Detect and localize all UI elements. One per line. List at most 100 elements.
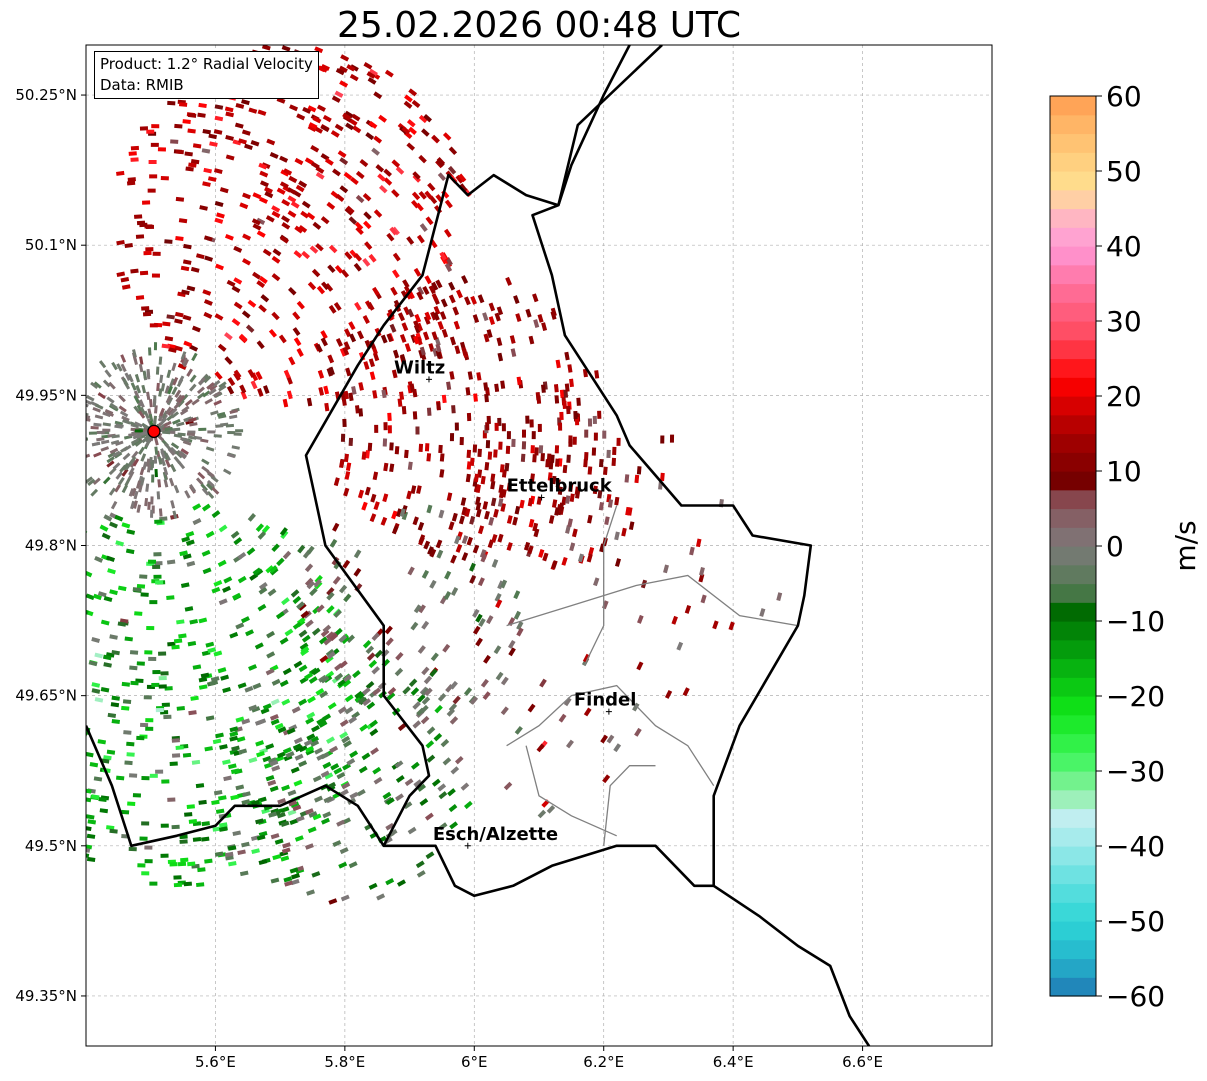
clutter-gate bbox=[164, 406, 173, 415]
radar-gate bbox=[367, 301, 375, 311]
radar-gate bbox=[147, 559, 157, 564]
radar-gate bbox=[421, 687, 430, 696]
radar-gate bbox=[503, 781, 513, 791]
radar-gate bbox=[215, 808, 225, 814]
radar-gate bbox=[346, 634, 355, 643]
radar-gate bbox=[371, 632, 380, 641]
radar-gate bbox=[477, 577, 485, 587]
radar-gate bbox=[115, 540, 125, 547]
radar-gate bbox=[149, 600, 158, 605]
colorbar-segment bbox=[1050, 808, 1096, 828]
clutter-gate bbox=[177, 432, 186, 437]
radar-gate bbox=[270, 718, 280, 726]
radar-gate bbox=[566, 405, 571, 415]
radar-gate bbox=[402, 686, 411, 695]
radar-gate bbox=[660, 472, 665, 482]
clutter-gate bbox=[153, 342, 158, 351]
radar-gate bbox=[322, 761, 332, 769]
radar-gate bbox=[306, 733, 316, 741]
radar-gate bbox=[155, 580, 164, 585]
radar-gate bbox=[621, 527, 627, 537]
radar-gate bbox=[151, 124, 160, 129]
radar-gate bbox=[86, 847, 91, 853]
radar-gate bbox=[395, 166, 405, 175]
clutter-gate bbox=[159, 374, 164, 384]
radar-gate bbox=[306, 711, 316, 720]
radar-gate bbox=[554, 458, 560, 467]
radar-gate bbox=[417, 521, 425, 531]
radar-gate bbox=[290, 878, 300, 886]
radar-gate bbox=[293, 737, 303, 745]
radar-gate bbox=[342, 673, 352, 683]
radar-gate bbox=[280, 530, 289, 540]
clutter-gate bbox=[108, 467, 117, 476]
radar-gate bbox=[538, 445, 544, 454]
radar-gate bbox=[239, 870, 249, 877]
radar-gate bbox=[361, 752, 371, 761]
radar-gate bbox=[252, 682, 262, 690]
radar-gate bbox=[86, 788, 92, 794]
clutter-gate bbox=[132, 458, 140, 467]
colorbar-segment bbox=[1050, 321, 1096, 341]
radar-gate bbox=[239, 202, 249, 210]
radar-gate bbox=[449, 336, 457, 346]
radar-gate bbox=[574, 417, 580, 426]
radar-gate bbox=[205, 641, 215, 648]
radar-gate bbox=[264, 191, 274, 199]
radar-gate bbox=[290, 589, 300, 598]
clutter-gate bbox=[106, 460, 115, 468]
radar-gate bbox=[436, 158, 445, 168]
radar-gate bbox=[361, 687, 371, 696]
radar-gate bbox=[636, 466, 642, 475]
radar-gate bbox=[607, 499, 614, 508]
radar-gate bbox=[270, 877, 280, 884]
clutter-gate bbox=[139, 356, 144, 365]
radar-gate bbox=[86, 833, 96, 839]
radar-gate bbox=[271, 543, 280, 553]
radar-gate bbox=[281, 215, 290, 223]
radar-gate bbox=[419, 798, 429, 807]
radar-gate bbox=[519, 499, 525, 509]
radar-gate bbox=[496, 306, 504, 316]
radar-gate bbox=[94, 652, 104, 659]
radar-gate bbox=[424, 275, 432, 285]
radar-gate bbox=[334, 123, 344, 132]
radar-gate bbox=[146, 625, 155, 631]
radar-gate bbox=[173, 875, 182, 880]
clutter-gate bbox=[170, 411, 180, 419]
radar-gate bbox=[306, 889, 315, 896]
radar-gate bbox=[210, 676, 220, 682]
clutter-gate bbox=[129, 421, 139, 427]
radar-gate bbox=[384, 69, 394, 78]
radar-gate bbox=[310, 145, 320, 153]
radar-gate bbox=[103, 514, 113, 522]
clutter-gate bbox=[206, 479, 215, 488]
radar-gate bbox=[281, 45, 291, 52]
radar-gate bbox=[480, 475, 486, 485]
radar-gate bbox=[302, 106, 312, 114]
radar-gate bbox=[450, 766, 460, 775]
radar-gate bbox=[414, 313, 422, 323]
radar-gate bbox=[341, 782, 351, 790]
radar-gate bbox=[256, 230, 266, 238]
radar-gate bbox=[304, 577, 314, 587]
radar-gate bbox=[310, 161, 320, 170]
radar-gate bbox=[242, 192, 251, 200]
radar-gate bbox=[279, 637, 289, 645]
radar-gate bbox=[213, 579, 223, 587]
radar-gate bbox=[226, 385, 235, 395]
radar-gate bbox=[102, 654, 112, 661]
radar-gate bbox=[217, 559, 227, 568]
radar-gate bbox=[121, 681, 131, 687]
clutter-gate bbox=[86, 395, 95, 402]
radar-gate bbox=[337, 150, 347, 159]
clutter-gate bbox=[86, 453, 91, 460]
clutter-gate bbox=[93, 451, 102, 458]
clutter-gate bbox=[223, 468, 232, 476]
radar-gate bbox=[312, 221, 322, 230]
radar-gate bbox=[417, 783, 427, 792]
radar-gate bbox=[348, 437, 354, 447]
radar-gate bbox=[323, 637, 333, 646]
clutter-gate bbox=[200, 483, 208, 492]
radar-gate bbox=[365, 681, 375, 690]
